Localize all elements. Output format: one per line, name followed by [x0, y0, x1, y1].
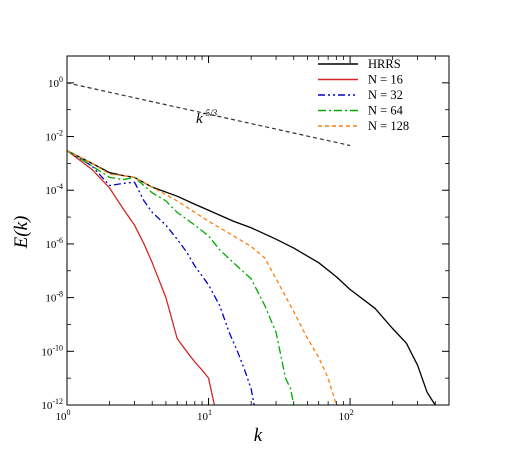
reference-slope-base: k	[196, 111, 203, 127]
x-tick-label: 102	[339, 408, 354, 423]
y-tick-label: 10-4	[45, 182, 63, 197]
series-line-1	[66, 150, 216, 406]
y-tick-label: 10-6	[45, 236, 63, 251]
y-tick-label: 100	[48, 75, 63, 90]
series-line-2	[66, 150, 255, 406]
plot-frame	[66, 55, 450, 406]
legend: HRRS N = 16N = 32 N = 64N = 128	[318, 57, 409, 133]
axis-ticks: 100 101 102 100 10-2 10-4 10-6 10-8 10-10 10-12	[41, 55, 450, 423]
y-tick-label: 10-2	[45, 129, 63, 144]
series-line-4	[66, 150, 337, 406]
reference-slope-line	[66, 82, 351, 147]
legend-label: N = 128	[368, 119, 409, 133]
y-tick-label: 10-10	[41, 343, 63, 358]
legend-label: N = 64	[368, 104, 404, 118]
reference-slope-label: k-5/3	[196, 108, 218, 127]
legend-label: N = 32	[368, 88, 403, 102]
y-tick-label: 10-12	[41, 397, 63, 412]
y-axis-title: E(k)	[11, 216, 32, 250]
x-tick-label: 101	[197, 408, 212, 423]
series-line-0	[66, 150, 436, 406]
x-tick-label: 100	[56, 408, 71, 423]
y-tick-label: 10-8	[45, 290, 63, 305]
reference-slope-exponent: -5/3	[203, 108, 218, 118]
legend-label: HRRS	[368, 57, 401, 71]
plot-lines	[66, 82, 436, 406]
x-axis-title: k	[254, 425, 263, 446]
legend-label: N = 16	[368, 73, 403, 87]
series-line-3	[66, 150, 295, 406]
